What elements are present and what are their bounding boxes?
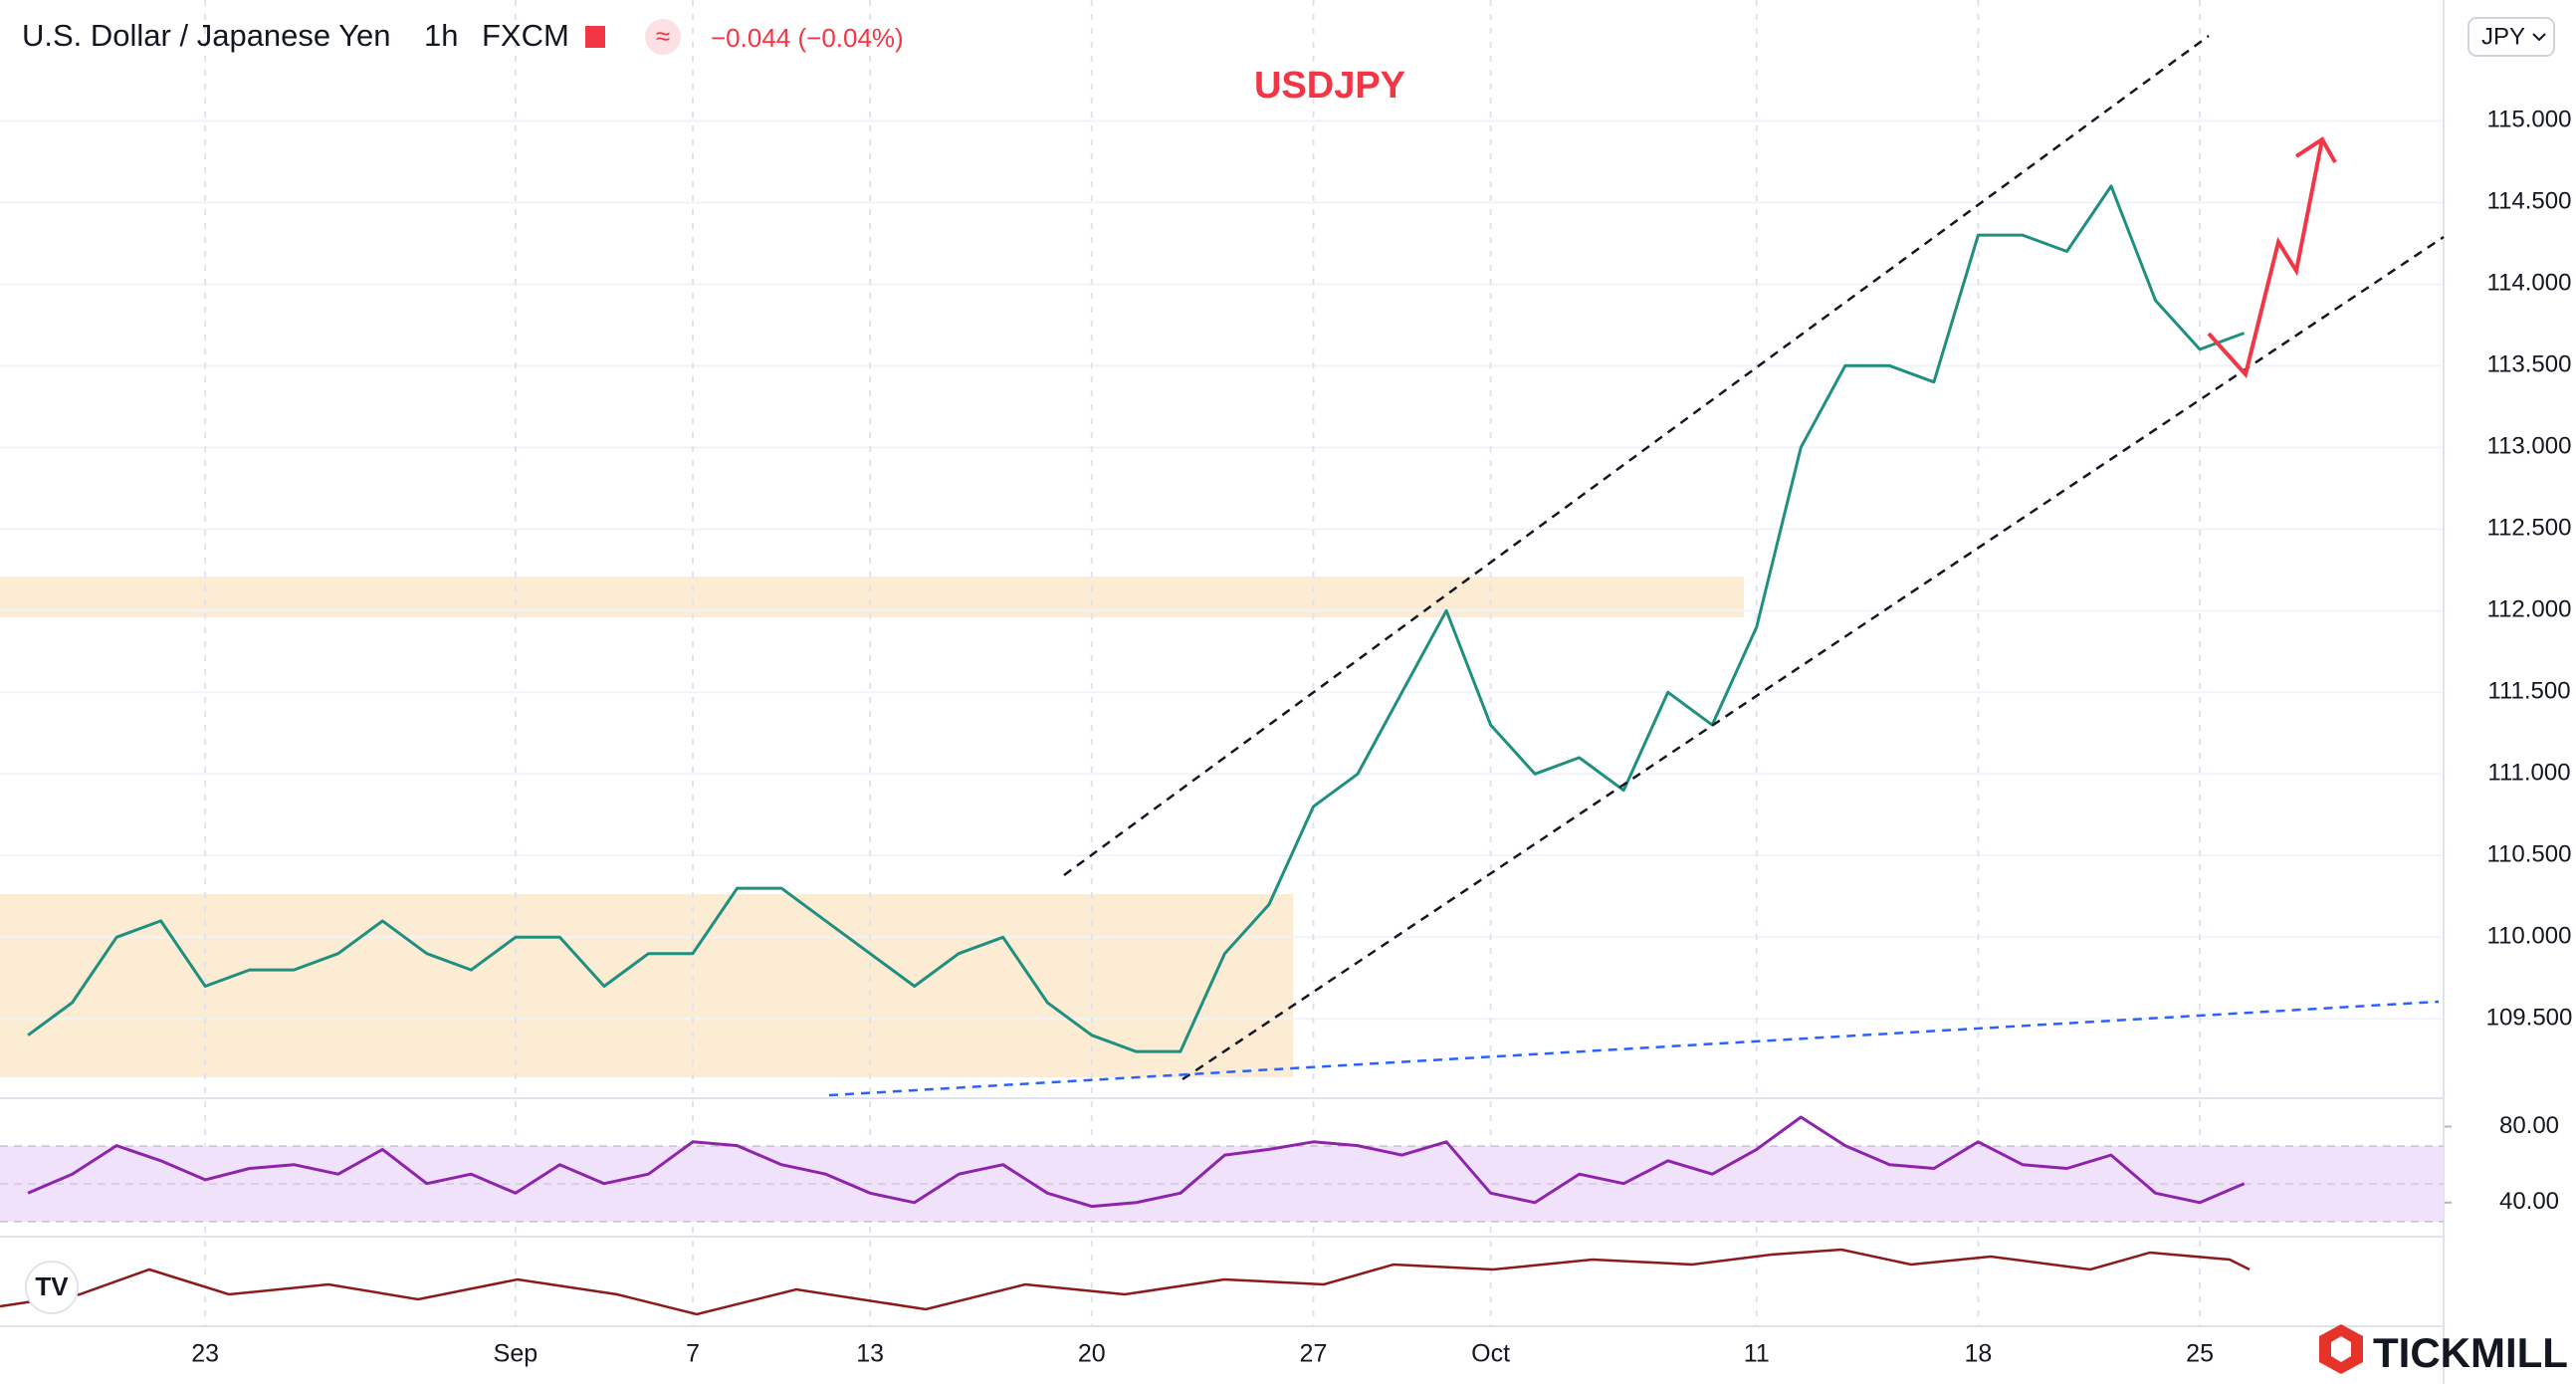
y-tick-label: 112.000 (2487, 596, 2572, 623)
indicator-icon[interactable] (645, 19, 681, 55)
y-tick-label: 109.500 (2486, 1005, 2573, 1032)
series-line (27, 1115, 2246, 1209)
flag-icon[interactable] (585, 26, 605, 48)
x-tick-label: 25 (2186, 1340, 2214, 1368)
chart-title: USDJPY (1254, 65, 1405, 107)
x-tick-label: Oct (1471, 1340, 1510, 1368)
brand: TICKMILL (2373, 1329, 2568, 1376)
trend-line (828, 1000, 2440, 1097)
indicator-line (0, 1248, 2251, 1316)
y-tick-label: 113.000 (2487, 433, 2572, 460)
symbol: U.S. Dollar / Japanese Yen (22, 18, 391, 53)
y-tick-label: 40.00 (2499, 1188, 2559, 1215)
x-tick-label: 27 (1300, 1340, 1328, 1368)
x-tick-label: 18 (1965, 1340, 1993, 1368)
forecast-arrow (2207, 138, 2324, 379)
y-tick-label: 113.500 (2487, 351, 2572, 378)
channel-lower (1181, 235, 2445, 1081)
x-tick-label: 13 (856, 1340, 884, 1368)
interval: 1h (424, 18, 458, 53)
series-line (27, 184, 2246, 1053)
tv-logo (25, 1261, 79, 1314)
y-tick-label: 80.00 (2499, 1112, 2559, 1139)
source: FXCM (482, 18, 569, 53)
brand-logo-inner (2331, 1336, 2351, 1362)
x-tick-label: Sep (494, 1340, 537, 1368)
y-tick-label: 110.500 (2487, 841, 2572, 868)
currency: JPY (2481, 23, 2525, 50)
currency-button[interactable] (2468, 17, 2555, 57)
x-tick-label: 11 (1744, 1340, 1770, 1368)
change: −0.044 (−0.04%) (711, 23, 904, 53)
indicator-icon-text: ≈ (656, 21, 670, 51)
x-tick-label: 7 (686, 1340, 700, 1368)
arrow-head (2294, 136, 2337, 163)
x-tick-label: 20 (1078, 1340, 1106, 1368)
y-tick-label: 112.500 (2487, 515, 2572, 542)
y-tick-label: 111.500 (2487, 678, 2570, 705)
y-tick-label: 110.000 (2487, 923, 2572, 950)
x-tick-label: 23 (191, 1340, 219, 1368)
y-tick-label: 114.000 (2487, 270, 2572, 297)
dropdown-icon (2532, 33, 2546, 42)
y-tick-label: 115.000 (2487, 107, 2572, 133)
y-tick-label: 114.500 (2487, 188, 2572, 215)
y-tick-label: 111.000 (2487, 760, 2570, 787)
range-zone (0, 894, 1293, 1077)
tv-logo-text: TV (35, 1271, 69, 1301)
channel-upper (1063, 34, 2210, 877)
